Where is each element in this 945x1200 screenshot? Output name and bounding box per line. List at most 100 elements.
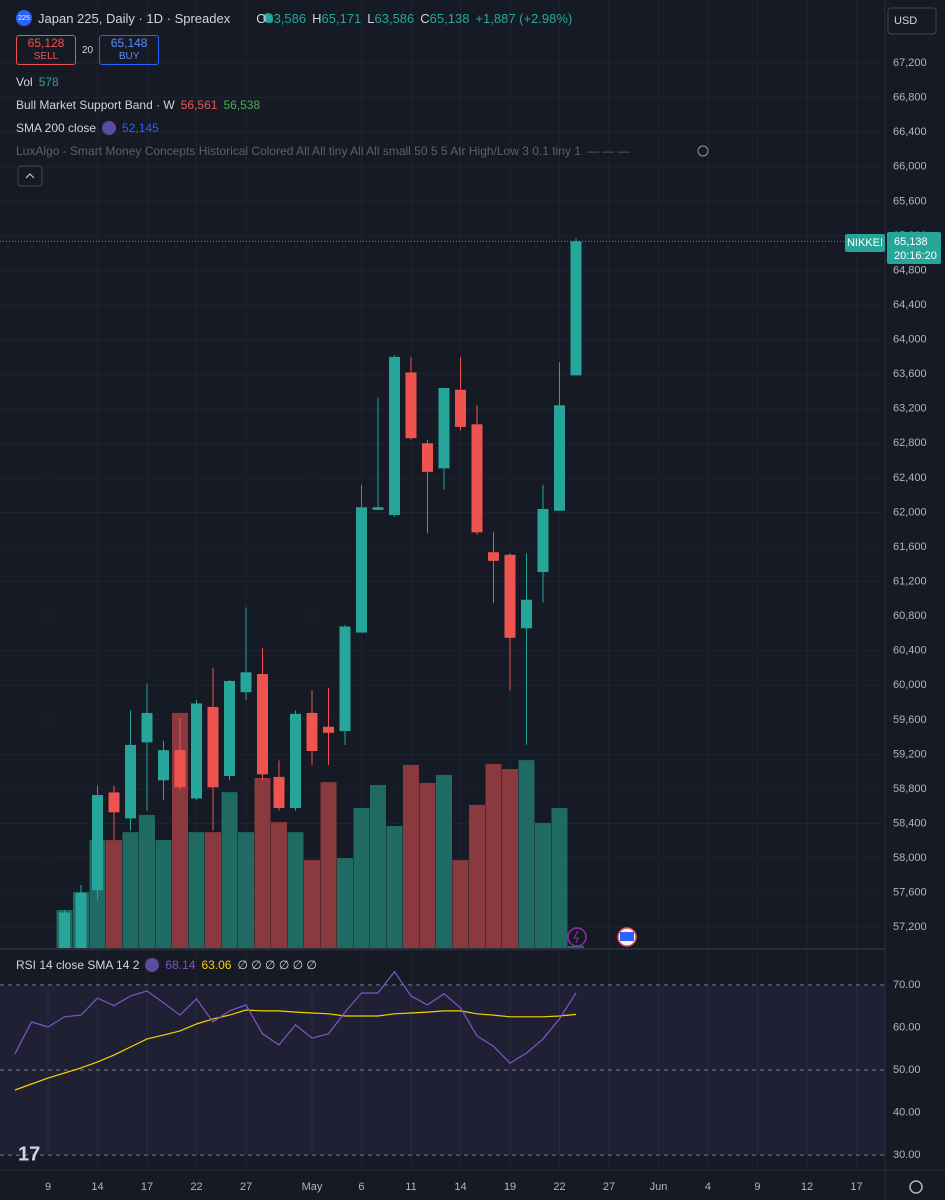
x-tick-label: 14 [91, 1181, 103, 1193]
x-tick-label: 4 [705, 1181, 711, 1193]
indicator-name: SMA 200 close [16, 121, 97, 135]
y-tick-label: 64,800 [893, 264, 927, 276]
indicator-name: RSI 14 close SMA 14 2 [16, 958, 140, 972]
y-tick-label: 59,600 [893, 714, 927, 726]
candle-body [223, 680, 235, 777]
countdown-text: 20:16:20 [894, 250, 937, 262]
y-tick-label: 61,600 [893, 541, 927, 553]
x-tick-label: 22 [190, 1181, 202, 1193]
candle-body [322, 726, 334, 733]
candle-body [553, 405, 565, 511]
x-tick-label: 9 [45, 1181, 51, 1193]
rsi-legend: RSI 14 close SMA 14 2 68.14 63.06 ∅ ∅ ∅ ∅ ∅… [16, 958, 317, 972]
y-tick-label: 66,000 [893, 161, 927, 173]
ohlc-value: 63,586 [266, 10, 307, 26]
visibility-icon[interactable] [697, 145, 709, 157]
candle-body [405, 372, 417, 439]
volume-bar [254, 778, 271, 948]
candle-body [537, 508, 549, 573]
candle-body [174, 750, 186, 788]
candle-body [487, 552, 499, 561]
indicator-value: 56,561 [180, 98, 218, 112]
volume-bar [155, 840, 172, 948]
candle-body [125, 744, 137, 819]
volume-bar [353, 808, 370, 948]
y-tick-label: 65,600 [893, 195, 927, 207]
indicator-name: Vol [16, 75, 33, 89]
buy-button[interactable]: 65,148 BUY [99, 35, 160, 65]
settings-icon[interactable] [909, 1180, 923, 1194]
volume-bar [435, 774, 452, 948]
volume-bar [122, 832, 139, 948]
volume-bar [518, 760, 535, 948]
candle-body [520, 599, 532, 629]
collapse-button[interactable] [17, 165, 43, 187]
indicator-value: 63.06 [201, 958, 232, 972]
y-tick-label: 57,600 [893, 887, 927, 899]
ohlc-key: C [420, 10, 430, 26]
candle-body [141, 712, 153, 743]
volume-bar [468, 804, 485, 948]
candle-body [256, 674, 268, 775]
volume-bar [419, 782, 436, 948]
y-tick-label: 60,800 [893, 610, 927, 622]
candle-body [191, 703, 203, 799]
x-tick-label: 14 [454, 1181, 466, 1193]
candle-body [273, 776, 285, 809]
ohlc-value: 63,586 [374, 10, 415, 26]
volume-bar [567, 946, 584, 948]
y-tick-label: 58,800 [893, 783, 927, 795]
candle-body [388, 356, 400, 516]
candle-body [471, 424, 483, 533]
x-tick-label: 27 [240, 1181, 252, 1193]
sell-button[interactable]: 65,128 SELL [16, 35, 76, 65]
y-tick-label: 64,400 [893, 299, 927, 311]
y-tick-label: 67,200 [893, 57, 927, 69]
y-tick-label: 62,000 [893, 506, 927, 518]
candle-body [421, 443, 433, 472]
price-label-text: 65,138 [894, 236, 928, 248]
candle-body [454, 389, 466, 427]
volume-bar [270, 822, 287, 948]
sell-label: SELL [33, 51, 59, 62]
volume-bar [386, 825, 403, 948]
candle-body [59, 912, 71, 948]
spread: 20 [82, 44, 94, 56]
currency-text: USD [894, 15, 917, 27]
event-icon [573, 930, 579, 944]
y-tick-label: 59,200 [893, 748, 927, 760]
buy-price: 65,148 [110, 36, 148, 50]
symbol-icon: 225 [16, 10, 32, 26]
x-tick-label: Jun [650, 1181, 668, 1193]
ohlc-value: 65,138 [429, 10, 470, 26]
logo: 17 [18, 1143, 40, 1165]
x-tick-label: 19 [504, 1181, 516, 1193]
volume-bar [188, 832, 205, 948]
volume-bar [369, 784, 386, 948]
volume-bar [551, 808, 568, 948]
volume-bar [320, 782, 337, 948]
event-icon[interactable] [567, 927, 587, 947]
flag-icon [620, 932, 634, 941]
volume-bar [452, 860, 469, 948]
volume-bar [485, 763, 502, 948]
candle-body [92, 795, 104, 891]
ohlc-key: O [256, 10, 267, 26]
x-tick-label: 22 [553, 1181, 565, 1193]
change-value: +1,887 (+2.98%) [475, 10, 573, 26]
symbol-title: Japan 225, Daily · 1D · Spreadex [38, 10, 231, 26]
volume-bar [106, 840, 123, 948]
y-tick-label: 50.00 [893, 1064, 921, 1076]
buy-label: BUY [118, 51, 140, 62]
volume-bar [237, 832, 254, 948]
indicator-name: LuxAlgo - Smart Money Concepts Historica… [16, 144, 581, 158]
indicator-extra: ∅ ∅ ∅ ∅ ∅ ∅ [237, 958, 317, 972]
y-tick-label: 66,800 [893, 92, 927, 104]
x-tick-label: 12 [801, 1181, 813, 1193]
candle-body [158, 750, 170, 781]
y-tick-label: 70.00 [893, 979, 921, 991]
currency-button[interactable] [887, 7, 937, 35]
y-tick-label: 40.00 [893, 1106, 921, 1118]
